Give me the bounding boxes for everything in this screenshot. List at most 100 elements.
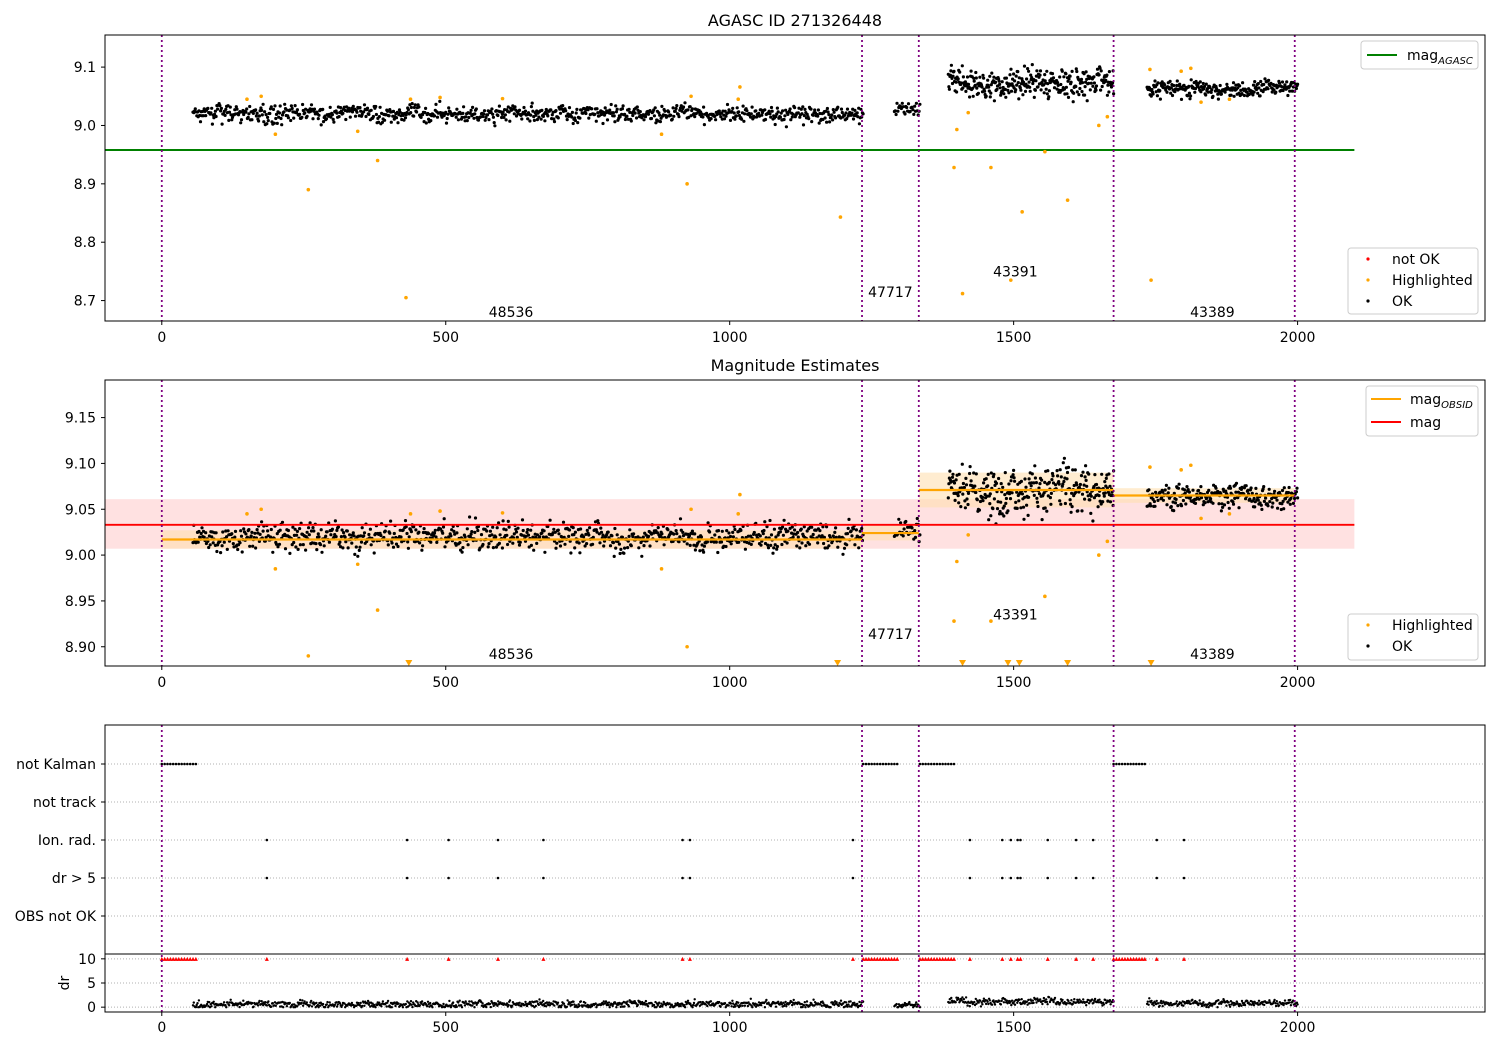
- ok-point: [992, 472, 996, 476]
- ok-point: [1176, 486, 1181, 490]
- dr-point: [1090, 998, 1094, 1001]
- not-kalman-point: [174, 762, 178, 766]
- dr-point: [1042, 996, 1046, 1000]
- ok-point: [494, 545, 498, 549]
- ok-point: [380, 120, 384, 124]
- ok-point: [317, 535, 321, 539]
- ok-point: [346, 546, 350, 550]
- ok-point: [1249, 486, 1253, 490]
- ok-point: [646, 534, 651, 539]
- ok-point: [971, 94, 975, 98]
- dr-clipped-marker: [1122, 956, 1127, 961]
- ok-point: [1185, 485, 1189, 489]
- dr-point: [195, 1003, 198, 1007]
- ok-point: [984, 94, 988, 98]
- ok-point: [739, 528, 743, 533]
- ok-point: [1040, 478, 1044, 482]
- dr-point: [344, 1006, 347, 1009]
- dr-point: [966, 1004, 969, 1007]
- ok-point: [278, 528, 282, 532]
- ok-point: [550, 113, 554, 117]
- ok-point: [204, 114, 208, 118]
- ok-point: [996, 500, 1000, 504]
- ok-point: [476, 528, 480, 533]
- ion-rad-point: [542, 838, 545, 842]
- ok-point: [254, 114, 258, 118]
- dr-point: [404, 1002, 407, 1006]
- ion-rad-point: [265, 838, 269, 842]
- ok-point: [274, 112, 279, 116]
- ok-point: [1028, 85, 1032, 89]
- dr-point: [1151, 1001, 1155, 1005]
- ok-point: [269, 527, 273, 532]
- ok-point: [465, 119, 469, 123]
- dr-point: [774, 1005, 778, 1008]
- obsid-label: 48536: [489, 305, 534, 321]
- dr-point: [973, 1000, 976, 1004]
- ok-point: [1051, 76, 1056, 80]
- legend-mag-obsid-label: magOBSID: [1410, 392, 1473, 411]
- ok-point: [1280, 80, 1285, 84]
- ok-point: [468, 535, 472, 539]
- ok-point: [312, 107, 317, 111]
- dr-point: [551, 1003, 554, 1006]
- ok-point: [476, 118, 481, 122]
- ok-point: [781, 533, 786, 537]
- dr-point: [739, 1004, 742, 1008]
- dr-point: [336, 1003, 339, 1006]
- ok-point: [1027, 69, 1031, 73]
- ion-rad-point: [1155, 838, 1159, 842]
- ok-point: [793, 528, 797, 532]
- ok-point: [468, 515, 472, 519]
- ok-point: [585, 542, 589, 546]
- ok-point: [1015, 506, 1019, 510]
- ok-point: [444, 110, 448, 114]
- ok-point: [763, 520, 767, 524]
- ok-point: [698, 549, 702, 553]
- dr-point: [984, 1002, 988, 1006]
- ok-point: [335, 528, 339, 533]
- ok-point: [1188, 97, 1192, 101]
- ok-point: [288, 551, 292, 556]
- dr-point: [1288, 1001, 1291, 1004]
- ok-point: [365, 106, 370, 110]
- ok-point: [1256, 82, 1260, 86]
- ok-point: [492, 121, 496, 125]
- ok-point: [406, 108, 410, 112]
- dr-point: [805, 1000, 809, 1003]
- ok-point: [1252, 496, 1256, 501]
- ok-point: [1028, 89, 1032, 93]
- dr-point: [856, 1002, 859, 1006]
- ok-point: [640, 554, 644, 558]
- ok-point: [963, 80, 968, 84]
- ok-point: [1052, 86, 1057, 90]
- dr-point: [575, 1004, 578, 1007]
- ok-point: [1166, 491, 1170, 495]
- ok-point: [851, 117, 856, 121]
- dr-clipped-marker: [934, 956, 939, 961]
- ok-point: [773, 543, 777, 547]
- ok-point: [529, 528, 533, 532]
- ok-point: [573, 530, 578, 534]
- ok-point: [1080, 81, 1085, 85]
- dr-point: [282, 1006, 285, 1009]
- ok-point: [1242, 93, 1246, 98]
- ok-point: [1176, 504, 1180, 508]
- ok-point: [750, 105, 754, 109]
- dr-point: [386, 999, 390, 1003]
- dr-clipped-marker: [866, 956, 871, 961]
- highlighted-point: [273, 132, 278, 137]
- dr-point: [1078, 998, 1081, 1001]
- ok-point: [656, 526, 660, 530]
- ok-point: [657, 111, 661, 115]
- ok-point: [216, 107, 220, 111]
- dr-point: [420, 1000, 424, 1003]
- ok-point: [791, 535, 795, 539]
- ok-point: [497, 521, 501, 525]
- ok-point: [1197, 497, 1201, 501]
- dr-point: [1211, 1004, 1214, 1007]
- ok-point: [1079, 474, 1084, 478]
- dr-point: [1182, 1004, 1185, 1007]
- ok-point: [1244, 497, 1248, 501]
- dr-clipped-marker: [176, 956, 181, 961]
